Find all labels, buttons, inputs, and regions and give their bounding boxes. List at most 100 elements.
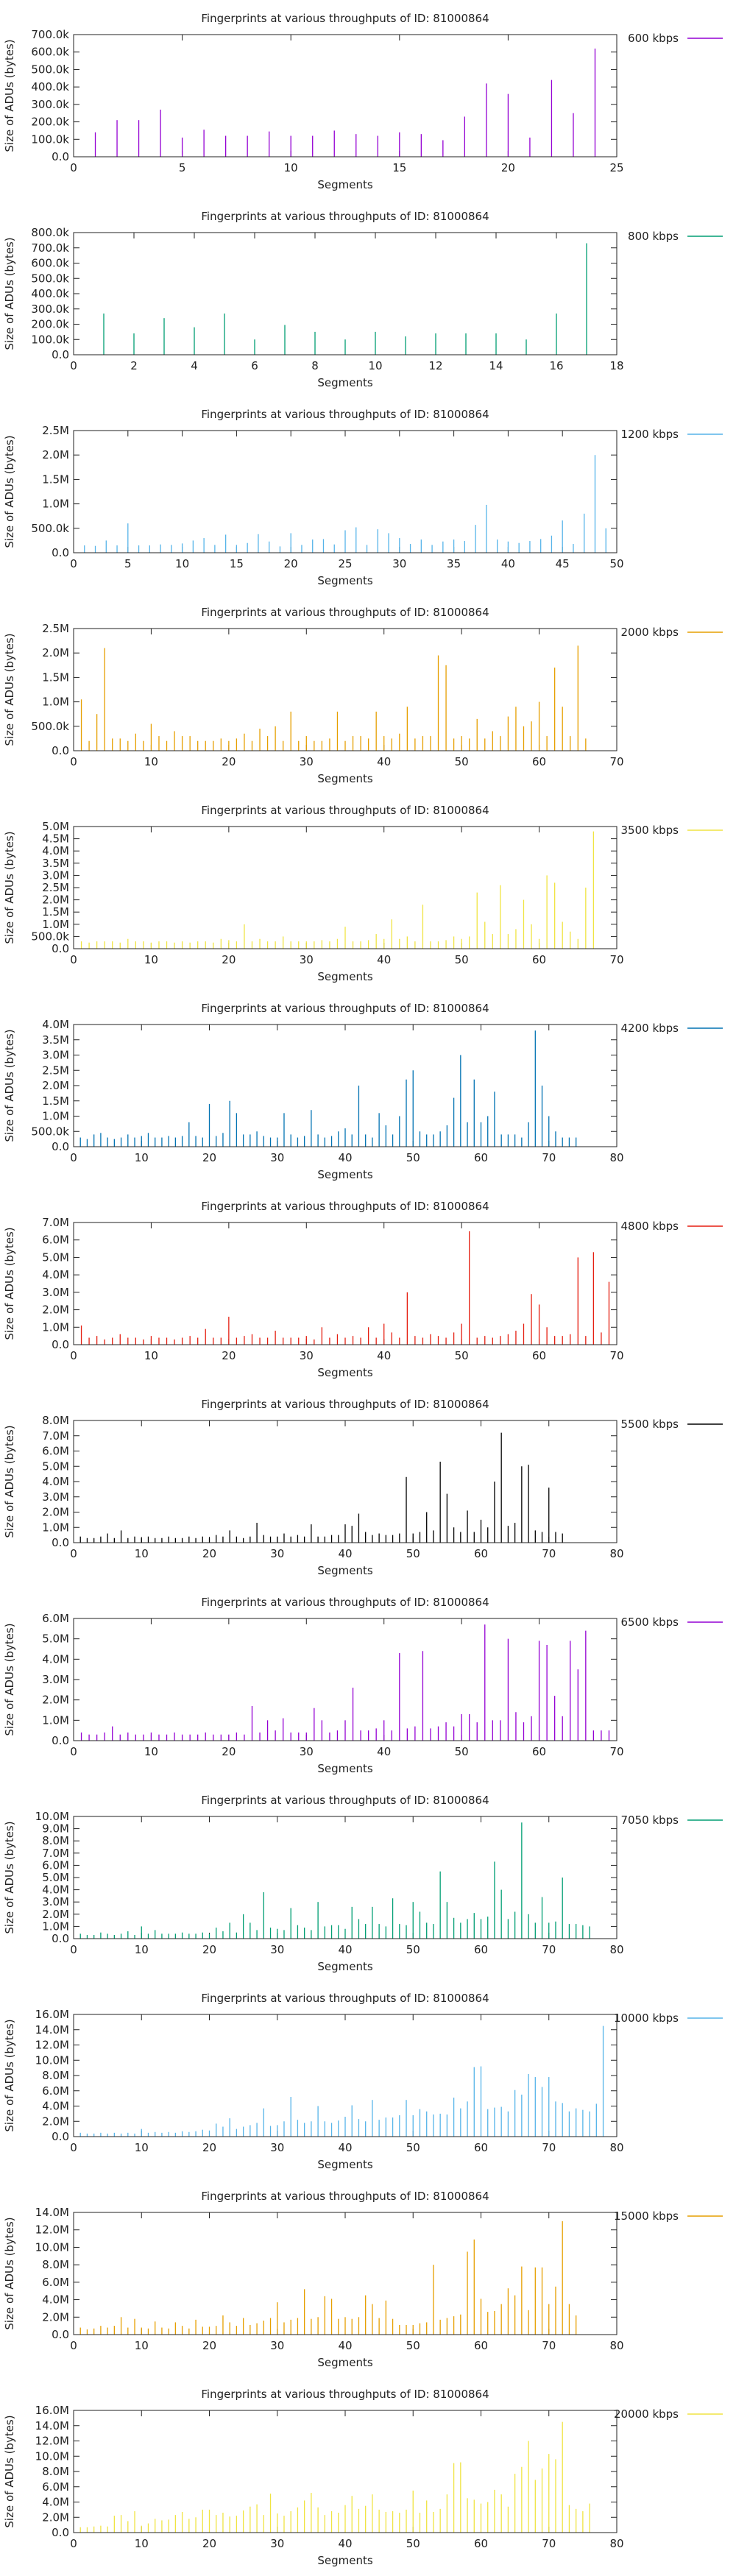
x-tick-label: 2 <box>130 359 138 372</box>
x-tick-label: 5 <box>179 161 186 174</box>
y-tick-label: 1.5M <box>42 670 69 684</box>
x-tick-label: 60 <box>532 953 546 966</box>
y-tick-label: 500.0k <box>31 1125 69 1138</box>
chart-svg: Fingerprints at various throughputs of I… <box>3 1794 723 1973</box>
x-tick-label: 25 <box>609 161 623 174</box>
x-tick-label: 50 <box>406 1547 420 1560</box>
x-tick-label: 0 <box>70 557 77 570</box>
y-axis-label: Size of ADUs (bytes) <box>3 1227 16 1340</box>
chart-svg: Fingerprints at various throughputs of I… <box>3 1398 723 1577</box>
y-tick-label: 14.0M <box>35 2419 69 2432</box>
y-tick-label: 0.0 <box>52 1140 69 1153</box>
x-tick-label: 80 <box>609 2537 623 2550</box>
x-tick-label: 70 <box>542 2339 556 2352</box>
y-tick-label: 5.0M <box>42 1459 69 1473</box>
x-tick-label: 30 <box>270 2537 284 2550</box>
x-tick-label: 30 <box>300 755 314 768</box>
y-tick-label: 8.0M <box>42 2069 69 2082</box>
plot-frame <box>73 628 618 751</box>
x-tick-label: 60 <box>474 1943 488 1956</box>
chart-title: Fingerprints at various throughputs of I… <box>201 1992 489 2005</box>
y-tick-label: 0.0 <box>52 348 69 361</box>
y-tick-label: 12.0M <box>35 2435 69 2448</box>
plot-frame <box>73 2014 618 2137</box>
y-tick-label: 2.0M <box>42 1694 69 1707</box>
legend-label: 800 kbps <box>628 230 679 243</box>
x-tick-label: 35 <box>447 557 461 570</box>
chart-panel: Fingerprints at various throughputs of I… <box>0 198 736 396</box>
y-tick-label: 0.0 <box>52 2328 69 2341</box>
y-tick-label: 600.0k <box>31 257 69 270</box>
y-tick-label: 4.0M <box>42 1018 69 1031</box>
x-tick-label: 16 <box>549 359 563 372</box>
chart-panel: Fingerprints at various throughputs of I… <box>0 396 736 594</box>
legend-label: 1200 kbps <box>621 428 679 441</box>
y-tick-label: 14.0M <box>35 2023 69 2037</box>
x-tick-label: 70 <box>542 2141 556 2154</box>
x-tick-label: 60 <box>474 2141 488 2154</box>
x-axis-label: Segments <box>317 1564 373 1577</box>
y-tick-label: 6.0M <box>42 2084 69 2098</box>
legend-label: 3500 kbps <box>621 824 679 837</box>
x-tick-label: 40 <box>338 2537 352 2550</box>
y-tick-label: 3.0M <box>42 1673 69 1686</box>
y-axis-label: Size of ADUs (bytes) <box>3 1425 16 1538</box>
y-tick-label: 10.0M <box>35 2240 69 2254</box>
y-tick-label: 500.0k <box>31 63 69 76</box>
x-tick-label: 30 <box>392 557 406 570</box>
chart-panel: Fingerprints at various throughputs of I… <box>0 1584 736 1782</box>
y-tick-label: 1.0M <box>42 1919 69 1933</box>
y-tick-label: 2.0M <box>42 2310 69 2324</box>
x-tick-label: 60 <box>474 2537 488 2550</box>
y-tick-label: 10.0M <box>35 2449 69 2463</box>
chart-title: Fingerprints at various throughputs of I… <box>201 606 489 619</box>
x-tick-label: 70 <box>609 1349 623 1362</box>
x-tick-label: 10 <box>175 557 189 570</box>
chart-panel: Fingerprints at various throughputs of I… <box>0 990 736 1188</box>
y-tick-label: 400.0k <box>31 80 69 93</box>
y-tick-label: 700.0k <box>31 241 69 255</box>
y-tick-label: 1.5M <box>42 905 69 919</box>
y-tick-label: 5.0M <box>42 820 69 833</box>
chart-svg: Fingerprints at various throughputs of I… <box>3 12 723 191</box>
x-tick-label: 40 <box>501 557 515 570</box>
x-tick-label: 0 <box>70 359 77 372</box>
x-tick-label: 20 <box>501 161 515 174</box>
y-tick-label: 3.5M <box>42 1033 69 1047</box>
y-tick-label: 3.0M <box>42 1490 69 1504</box>
x-tick-label: 60 <box>474 1547 488 1560</box>
x-tick-label: 10 <box>135 2141 149 2154</box>
y-tick-label: 1.0M <box>42 1713 69 1727</box>
y-tick-label: 0.0 <box>52 1932 69 1945</box>
y-tick-label: 1.0M <box>42 918 69 931</box>
y-tick-label: 8.0M <box>42 2465 69 2478</box>
x-tick-label: 8 <box>311 359 319 372</box>
y-tick-label: 2.5M <box>42 881 69 894</box>
x-tick-label: 40 <box>338 2339 352 2352</box>
y-tick-label: 12.0M <box>35 2223 69 2237</box>
y-tick-label: 2.0M <box>42 2115 69 2128</box>
y-tick-label: 6.0M <box>42 1234 69 1247</box>
y-axis-label: Size of ADUs (bytes) <box>3 2019 16 2131</box>
y-tick-label: 2.0M <box>42 894 69 907</box>
chart-svg: Fingerprints at various throughputs of I… <box>3 2388 723 2567</box>
x-tick-label: 20 <box>222 1745 236 1758</box>
legend-label: 15000 kbps <box>614 2209 679 2223</box>
y-tick-label: 1.5M <box>42 473 69 486</box>
y-tick-label: 0.0 <box>52 744 69 757</box>
x-tick-label: 25 <box>338 557 352 570</box>
chart-panel: Fingerprints at various throughputs of I… <box>0 2178 736 2376</box>
y-tick-label: 4.0M <box>42 1268 69 1281</box>
x-axis-label: Segments <box>317 772 373 785</box>
x-tick-label: 10 <box>144 755 158 768</box>
x-tick-label: 30 <box>300 1745 314 1758</box>
y-tick-label: 2.5M <box>42 622 69 635</box>
x-tick-label: 20 <box>202 1547 216 1560</box>
y-axis-label: Size of ADUs (bytes) <box>3 1623 16 1735</box>
chart-panel: Fingerprints at various throughputs of I… <box>0 2376 736 2574</box>
plot-frame <box>73 2410 618 2533</box>
x-tick-label: 30 <box>270 2339 284 2352</box>
y-tick-label: 1.5M <box>42 1094 69 1108</box>
y-tick-label: 1.0M <box>42 1320 69 1334</box>
